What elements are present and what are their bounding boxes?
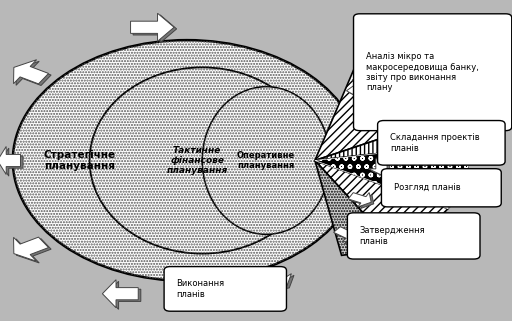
FancyBboxPatch shape <box>164 266 287 311</box>
FancyArrow shape <box>187 272 218 291</box>
FancyArrow shape <box>261 270 291 289</box>
FancyArrow shape <box>102 280 138 308</box>
FancyArrow shape <box>133 15 177 43</box>
Text: Складання проектів
планів: Складання проектів планів <box>390 133 480 152</box>
Wedge shape <box>315 144 468 209</box>
FancyArrow shape <box>13 60 49 84</box>
Text: Тактичне
фінансове
планування: Тактичне фінансове планування <box>166 146 228 175</box>
Ellipse shape <box>13 40 361 281</box>
FancyArrow shape <box>333 227 357 242</box>
FancyArrow shape <box>348 193 371 207</box>
FancyArrow shape <box>0 146 20 175</box>
FancyArrow shape <box>371 160 397 177</box>
FancyBboxPatch shape <box>353 14 512 131</box>
FancyArrow shape <box>347 80 372 95</box>
Wedge shape <box>315 115 466 160</box>
Text: Виконання
планів: Виконання планів <box>176 279 224 299</box>
FancyArrow shape <box>131 13 174 41</box>
FancyArrow shape <box>13 237 49 261</box>
Wedge shape <box>315 67 451 160</box>
FancyArrow shape <box>263 272 294 291</box>
FancyArrow shape <box>336 228 360 244</box>
FancyArrow shape <box>16 239 51 263</box>
FancyBboxPatch shape <box>377 120 505 165</box>
Text: Оперативне
планування: Оперативне планування <box>237 151 295 170</box>
FancyArrow shape <box>185 270 216 289</box>
Wedge shape <box>315 160 448 244</box>
Ellipse shape <box>90 67 315 254</box>
Text: Стратегічне
планування: Стратегічне планування <box>44 150 115 171</box>
FancyBboxPatch shape <box>348 213 480 259</box>
FancyArrow shape <box>105 281 141 309</box>
FancyArrow shape <box>351 194 374 209</box>
Text: Аналіз мікро та
макросередовища банку,
звіту про виконання
плану: Аналіз мікро та макросередовища банку, з… <box>366 52 479 92</box>
Text: Розгляд планів: Розгляд планів <box>394 183 460 192</box>
FancyArrow shape <box>349 82 374 97</box>
Text: Затвердження
планів: Затвердження планів <box>360 226 425 246</box>
Ellipse shape <box>202 87 330 234</box>
FancyBboxPatch shape <box>381 169 501 207</box>
FancyArrow shape <box>16 61 51 85</box>
FancyArrow shape <box>369 159 394 175</box>
FancyArrow shape <box>0 148 23 176</box>
Wedge shape <box>315 160 392 255</box>
